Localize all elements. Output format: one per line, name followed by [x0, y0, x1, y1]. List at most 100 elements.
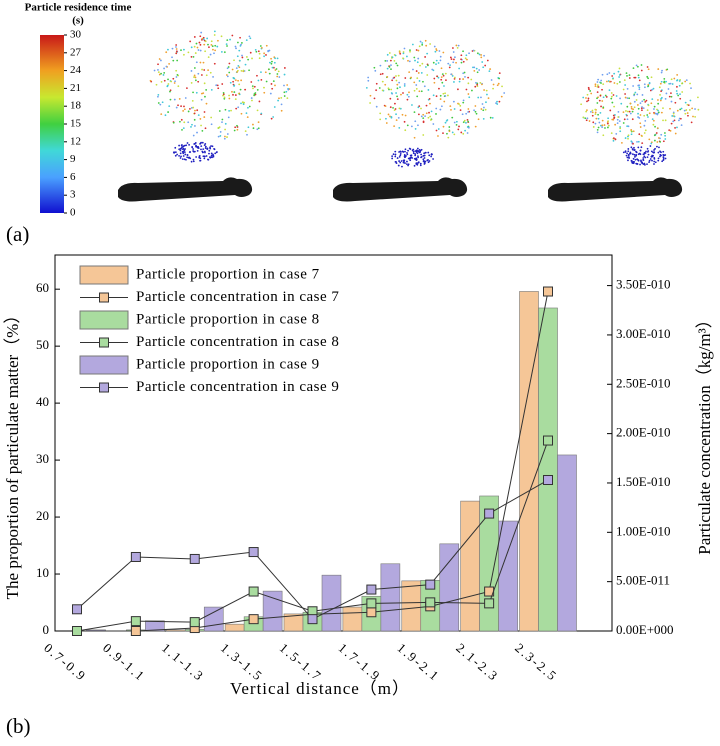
particle: [643, 98, 646, 101]
particle: [202, 148, 205, 151]
bar: [498, 520, 518, 632]
particle: [386, 67, 389, 70]
particle: [157, 95, 159, 98]
particle: [174, 80, 176, 83]
particle: [465, 88, 468, 91]
particle: [453, 81, 455, 83]
particle: [670, 95, 673, 98]
particle: [204, 40, 207, 43]
particle: [206, 148, 209, 151]
particle: [187, 110, 190, 113]
particle: [244, 63, 247, 66]
particle: [245, 39, 248, 41]
particle: [607, 124, 610, 127]
particle: [199, 159, 202, 162]
particle: [226, 39, 229, 42]
particle: [648, 138, 651, 141]
particle: [179, 149, 182, 152]
particle: [404, 129, 407, 132]
particle: [668, 129, 671, 132]
particle: [240, 112, 243, 115]
particle: [694, 115, 697, 118]
particle: [673, 119, 676, 122]
particle: [165, 51, 168, 54]
particle: [633, 100, 636, 103]
particle: [210, 44, 213, 46]
particle: [418, 90, 421, 93]
y2-tick-label: 2.50E-010: [616, 375, 671, 390]
particle: [636, 93, 639, 96]
particle: [474, 85, 477, 88]
particle: [199, 61, 202, 64]
particle: [204, 50, 207, 53]
particle: [396, 64, 399, 67]
particle: [660, 80, 663, 83]
particle: [217, 39, 219, 42]
particle: [230, 109, 232, 112]
particle: [286, 97, 289, 100]
particle: [697, 96, 699, 99]
particle: [183, 53, 185, 56]
mannequin: [548, 177, 683, 202]
particle: [632, 161, 635, 164]
particle: [665, 80, 667, 83]
legend-marker: [99, 382, 109, 393]
particle: [423, 85, 426, 88]
particle: [182, 150, 185, 153]
x-tick-label: 0.9-1.1: [100, 640, 149, 684]
particle: [644, 156, 647, 159]
particle: [659, 94, 661, 96]
particle: [393, 125, 396, 128]
particle: [464, 75, 466, 78]
particle: [157, 71, 160, 73]
particle: [247, 126, 250, 129]
particle: [441, 73, 444, 75]
particle: [283, 73, 286, 76]
particle: [400, 93, 402, 96]
particle: [638, 88, 641, 91]
particle: [405, 163, 408, 166]
particle: [662, 107, 664, 110]
particle: [462, 132, 465, 135]
particle: [623, 118, 626, 121]
y-axis-label: The proportion of particulate matter（%）: [3, 307, 22, 600]
particle: [212, 155, 215, 158]
particle: [175, 48, 178, 50]
particle: [674, 132, 677, 135]
particle: [217, 87, 220, 90]
particle: [676, 109, 679, 112]
particle: [657, 159, 660, 162]
particle: [222, 94, 224, 97]
particle: [631, 161, 634, 164]
particle: [673, 77, 676, 80]
particle: [403, 85, 406, 87]
particle: [612, 137, 615, 140]
particle: [636, 65, 639, 68]
particle: [399, 86, 401, 89]
particle: [234, 126, 237, 129]
particle: [388, 66, 391, 68]
particle: [619, 127, 622, 130]
particle: [474, 125, 477, 128]
particle: [404, 77, 407, 79]
particle: [208, 46, 210, 49]
particle: [627, 156, 630, 159]
particle: [435, 63, 437, 66]
particle: [237, 79, 239, 82]
particle: [419, 40, 422, 43]
particle: [211, 145, 214, 148]
particle: [458, 78, 461, 80]
particle: [273, 61, 276, 64]
particle: [596, 131, 599, 134]
particle: [203, 144, 206, 147]
particle: [171, 56, 173, 59]
bar: [262, 590, 283, 632]
particle: [169, 90, 171, 93]
particle: [635, 150, 637, 153]
particle: [442, 132, 444, 135]
particle: [656, 145, 658, 148]
particle: [634, 158, 637, 161]
particle: [631, 118, 634, 121]
particle: [690, 121, 693, 124]
particle: [207, 43, 209, 46]
